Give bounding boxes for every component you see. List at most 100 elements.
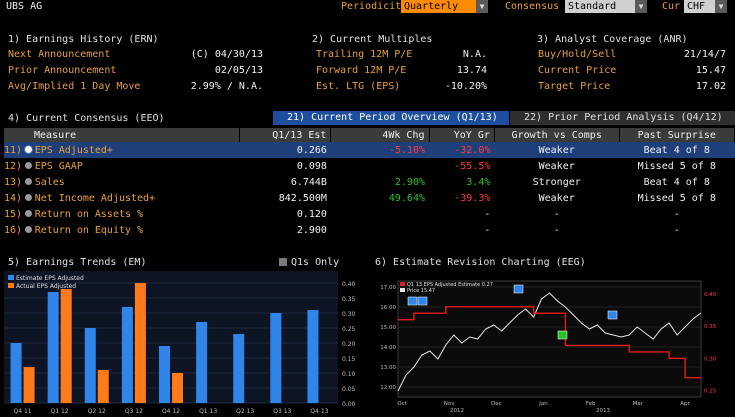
row-est: 0.098 <box>296 160 327 172</box>
table-row[interactable]: 15) Return on Assets % 0.120 - - - <box>4 206 735 222</box>
row-4wk-chg: 49.64% <box>388 192 425 204</box>
row-index: 13) <box>4 176 23 188</box>
col-4wk-chg[interactable]: 4Wk Chg <box>330 128 430 142</box>
row-surprise: Beat 4 of 8 <box>643 176 710 188</box>
row-est: 6.744B <box>290 176 327 188</box>
actual-bar <box>134 283 146 403</box>
consensus-dropdown-icon[interactable]: ▼ <box>635 0 647 13</box>
x-tick-label: Q3 12 <box>125 408 143 415</box>
legend-swatch-actual <box>8 283 14 288</box>
row-radio[interactable] <box>22 174 34 190</box>
consensus-select[interactable]: Standard <box>565 0 635 13</box>
current-multiples-title: 2) Current Multiples <box>312 34 433 45</box>
col-growth-vs-comps[interactable]: Growth vs Comps <box>494 128 620 142</box>
analyst-coverage-title[interactable]: 3) Analyst Coverage (ANR) <box>537 34 688 45</box>
estimate-bar <box>270 313 282 403</box>
row-radio[interactable] <box>22 222 34 238</box>
legend-label-estimate: Q1 13 EPS Adjusted Estimate 0.27 <box>407 282 493 288</box>
estimate-bar <box>121 307 133 403</box>
trailing-pe-label: Trailing 12M P/E <box>316 49 413 60</box>
row-measure[interactable]: EPS GAAP <box>34 160 83 172</box>
row-measure[interactable]: Net Income Adjusted+ <box>34 192 156 204</box>
row-est: 2.900 <box>296 224 327 236</box>
radio-icon[interactable] <box>25 161 33 169</box>
row-yoy: 3.4% <box>466 176 491 188</box>
row-radio[interactable] <box>22 158 34 174</box>
col-yoy-gr[interactable]: YoY Gr <box>429 128 495 142</box>
x-tick-label: Q1 12 <box>51 408 69 415</box>
avg-move-value: 2.99% / N.A. <box>190 81 263 92</box>
table-row[interactable]: 11) EPS Adjusted+ 0.266 -5.10% -32.0% We… <box>4 142 735 158</box>
row-radio[interactable] <box>22 206 34 222</box>
forward-pe-label: Forward 12M P/E <box>316 65 407 76</box>
x-tick-label: Mar <box>633 401 644 407</box>
earnings-trends-title[interactable]: 5) Earnings Trends (EM) <box>8 257 147 268</box>
x-tick-label: Oct <box>397 401 407 407</box>
x-tick-label: Q1 13 <box>199 408 217 415</box>
q1s-only-label[interactable]: Q1s Only <box>291 257 340 268</box>
row-radio[interactable] <box>22 142 35 158</box>
estimate-line <box>398 306 701 379</box>
radio-icon[interactable] <box>25 145 33 153</box>
row-surprise: Missed 5 of 8 <box>637 160 716 172</box>
row-measure[interactable]: Return on Equity % <box>34 224 144 236</box>
y-tick-label: 0.00 <box>342 401 356 408</box>
y-tick-label: 0.25 <box>342 326 356 333</box>
x-tick-label: Feb <box>586 401 596 407</box>
table-row[interactable]: 12) EPS GAAP 0.098 -55.5% Weaker Missed … <box>4 158 735 174</box>
tab-current-period[interactable]: 21) Current Period Overview (Q1/13) <box>273 111 509 125</box>
currency-select[interactable]: CHF <box>684 0 715 13</box>
radio-icon[interactable] <box>25 209 33 217</box>
legend-swatch-price <box>400 288 405 292</box>
row-measure[interactable]: Return on Assets % <box>34 208 144 220</box>
row-measure[interactable]: EPS Adjusted+ <box>34 142 239 158</box>
row-measure[interactable]: Sales <box>34 176 65 188</box>
est-ltg-value: -10.20% <box>444 81 487 92</box>
estimate-bar <box>196 322 208 403</box>
currency-dropdown-icon[interactable]: ▼ <box>715 0 727 13</box>
estimate-bar <box>10 343 22 403</box>
earnings-trends-chart: 0.40 0.35 0.30 0.25 0.20 0.15 0.10 0.05 0.00 Q4 1… <box>4 271 356 415</box>
estimate-bar <box>233 334 245 403</box>
current-consensus-title[interactable]: 4) Current Consensus (EEO) <box>8 113 165 124</box>
radio-icon[interactable] <box>25 193 33 201</box>
y-left-tick-label: 13.00 <box>380 365 396 371</box>
row-index: 11) <box>4 142 23 158</box>
q1s-only-checkbox[interactable] <box>279 258 287 266</box>
row-comps: - <box>553 224 560 236</box>
y-left-tick-label: 17.00 <box>380 285 396 291</box>
consensus-label: Consensus <box>505 1 560 12</box>
row-radio[interactable] <box>22 190 34 206</box>
row-surprise: Beat 4 of 8 <box>619 142 735 158</box>
revision-charting-title[interactable]: 6) Estimate Revision Charting (EEG) <box>375 257 586 268</box>
col-est[interactable]: Q1/13 Est <box>239 128 332 142</box>
row-4wk-chg <box>331 158 429 174</box>
row-comps: Weaker <box>538 192 575 204</box>
legend-label-estimate: Estimate EPS Adjusted <box>16 275 84 282</box>
consensus-table: Measure Q1/13 Est 4Wk Chg YoY Gr Growth … <box>4 128 735 238</box>
y-right-tick-label: 0.30 <box>704 356 717 362</box>
periodicity-dropdown-icon[interactable]: ▼ <box>476 0 488 13</box>
next-announcement-label: Next Announcement <box>8 49 111 60</box>
radio-icon[interactable] <box>25 177 33 185</box>
row-index: 14) <box>4 192 23 204</box>
row-4wk-chg <box>331 222 429 238</box>
row-surprise: - <box>673 224 680 236</box>
table-row[interactable]: 13) Sales 6.744B 2.90% 3.4% Stronger Bea… <box>4 174 735 190</box>
currency-label: Cur <box>662 1 681 12</box>
periodicity-select[interactable]: Quarterly <box>401 0 476 13</box>
row-index: 12) <box>4 160 23 172</box>
event-marker <box>557 330 568 340</box>
col-measure[interactable]: Measure <box>4 128 240 142</box>
row-comps: - <box>553 208 560 220</box>
table-row[interactable]: 14) Net Income Adjusted+ 842.500M 49.64%… <box>4 190 735 206</box>
buy-hold-sell-label: Buy/Hold/Sell <box>538 49 617 60</box>
tab-prior-period[interactable]: 22) Prior Period Analysis (Q4/12) <box>510 111 735 125</box>
prior-announcement-label: Prior Announcement <box>8 65 117 76</box>
table-row[interactable]: 16) Return on Equity % 2.900 - - - <box>4 222 735 238</box>
legend-label-actual: Actual EPS Adjusted <box>16 283 76 290</box>
row-est: 842.500M <box>278 192 327 204</box>
earnings-history-title[interactable]: 1) Earnings History (ERN) <box>8 34 159 45</box>
radio-icon[interactable] <box>25 225 33 233</box>
col-past-surprise[interactable]: Past Surprise <box>619 128 735 142</box>
